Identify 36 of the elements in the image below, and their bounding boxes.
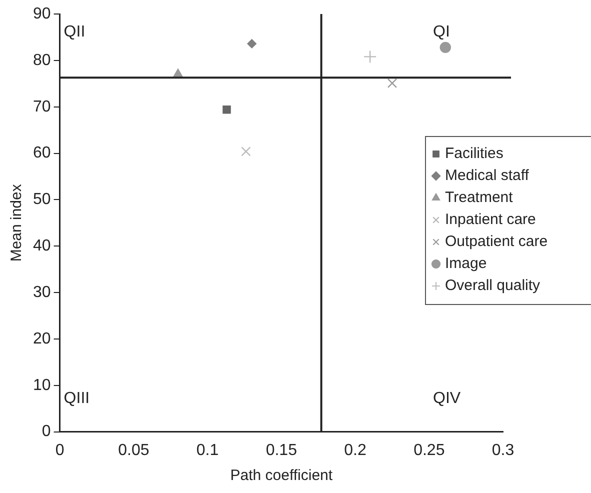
y-tick-label: 30 [33, 284, 51, 301]
x-tick-label: 0 [55, 442, 64, 459]
y-tick-label: 60 [33, 144, 51, 162]
legend-label: Inpatient care [445, 211, 536, 228]
x-tick-label: 0.1 [196, 442, 219, 459]
y-tick-label: 20 [33, 330, 51, 348]
legend-label: Outpatient care [445, 233, 548, 250]
annotation: QIV [433, 390, 461, 408]
legend-label: Facilities [445, 145, 504, 162]
y-tick-label: 90 [33, 5, 51, 22]
annotation: QII [64, 23, 86, 40]
x-axis-title: Path coefficient [230, 467, 334, 484]
y-axis-title: Mean index [8, 184, 26, 262]
x-tick-label: 0.2 [344, 442, 366, 459]
point [363, 50, 377, 64]
point [222, 105, 231, 114]
legend-label: Overall quality [445, 277, 541, 294]
legend-label: Image [445, 255, 487, 272]
point [247, 39, 256, 48]
point [440, 42, 451, 54]
x-tick-label: 0.25 [414, 442, 445, 459]
annotation: QI [433, 23, 450, 40]
y-tick-label: 10 [33, 376, 51, 394]
y-tick-label: 70 [33, 98, 51, 116]
legend-label: Treatment [445, 189, 514, 206]
x-tick-label: 0.05 [118, 442, 150, 459]
x-tick-label: 0.3 [492, 442, 514, 459]
legend-label: Medical staff [445, 167, 530, 184]
y-tick-label: 80 [33, 52, 51, 69]
annotation: QIII [64, 390, 90, 408]
x-tick-label: 0.15 [266, 442, 298, 459]
y-tick-label: 40 [33, 238, 51, 255]
point [241, 146, 251, 156]
point [387, 78, 398, 88]
y-tick-label: 50 [33, 191, 51, 208]
y-tick-label: 0 [42, 423, 51, 440]
